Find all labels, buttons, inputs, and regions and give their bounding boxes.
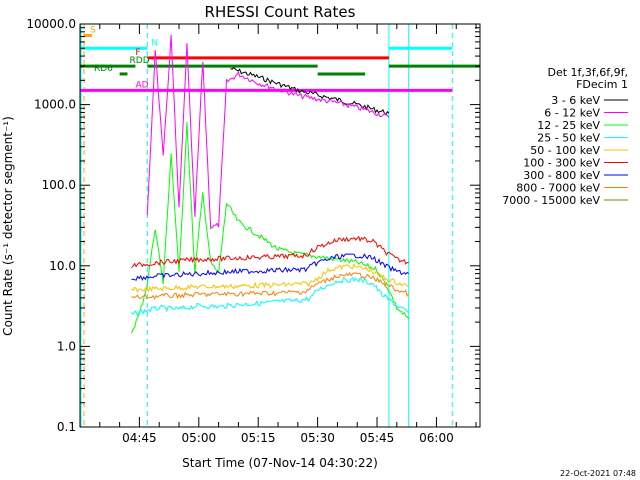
legend-entry-label: 100 - 300 keV <box>523 157 600 170</box>
x-tick-label: 05:15 <box>241 431 276 445</box>
legend-entry-label: 50 - 100 keV <box>530 144 600 157</box>
series-line-2 <box>131 122 410 334</box>
legend-header: Det 1f,3f,6f,9f, <box>547 66 628 79</box>
flag-label: AD <box>136 80 149 90</box>
series-line-4 <box>131 263 409 294</box>
legend-entry-label: 7000 - 15000 keV <box>502 194 600 207</box>
series-line-6 <box>131 253 410 281</box>
series-line-1 <box>146 34 390 230</box>
y-tick-label: 1.0 <box>57 339 76 353</box>
flag-label: RDD <box>130 56 150 66</box>
x-tick-label: 05:00 <box>182 431 217 445</box>
series-line-3 <box>131 276 410 317</box>
y-axis-label: Count Rate (s⁻¹ detector segment⁻¹) <box>1 116 15 336</box>
y-tick-label: 0.1 <box>57 420 76 434</box>
plot-frame <box>79 23 481 428</box>
flag-label: F <box>135 48 140 58</box>
series-line-7 <box>131 272 410 300</box>
footer-timestamp: 22-Oct-2021 07:48 <box>560 469 636 478</box>
y-axis-ticks: 0.1 1.0 10.0 100.0 1000.0 10000.0 <box>26 17 480 434</box>
y-tick-label: 100.0 <box>42 178 76 192</box>
y-tick-label: 1000.0 <box>34 98 76 112</box>
flag-label: N <box>151 38 158 48</box>
x-tick-label: 05:45 <box>360 431 395 445</box>
series-line-0 <box>230 66 390 116</box>
series-line-5 <box>131 235 409 269</box>
legend-entry-label: 800 - 7000 keV <box>516 182 600 195</box>
legend-entry-label: 3 - 6 keV <box>551 94 600 107</box>
y-tick-label: 10.0 <box>49 259 76 273</box>
legend-entry-label: 300 - 800 keV <box>523 169 600 182</box>
x-tick-label: 06:00 <box>419 431 454 445</box>
x-axis-label: Start Time (07-Nov-14 04:30:22) <box>182 456 378 470</box>
x-tick-label: 05:30 <box>300 431 335 445</box>
series-lines <box>131 34 410 334</box>
legend-header: FDecim 1 <box>576 78 628 91</box>
x-axis-ticks: 04:45 05:00 05:15 05:30 05:45 06:00 <box>99 24 477 445</box>
y-tick-label: 10000.0 <box>26 17 76 31</box>
legend-entry-label: 25 - 50 keV <box>537 132 600 145</box>
chart-title: RHESSI Count Rates <box>205 3 356 21</box>
flag-label: RD6 <box>94 64 113 74</box>
flag-label: S <box>90 25 96 35</box>
legend-entry-label: 6 - 12 keV <box>544 107 600 120</box>
legend-entry-label: 12 - 25 keV <box>537 119 600 132</box>
x-tick-label: 04:45 <box>122 431 157 445</box>
